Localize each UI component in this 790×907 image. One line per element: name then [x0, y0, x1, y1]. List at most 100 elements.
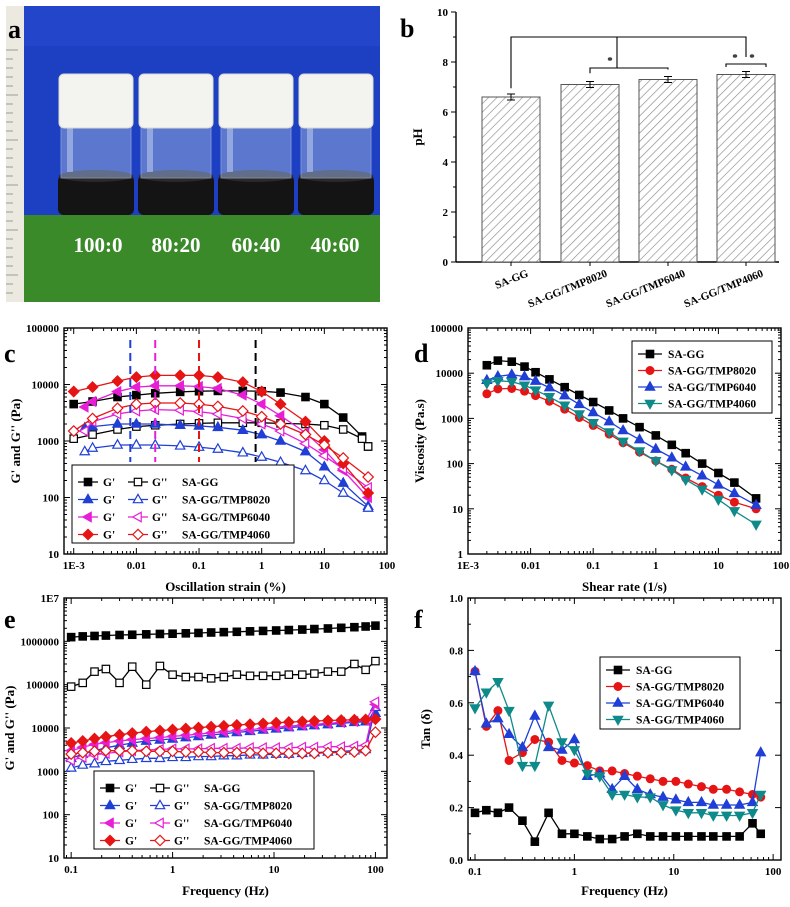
c-series-7-point — [67, 425, 80, 438]
c-series-2-point — [174, 418, 186, 430]
c-series-0-point — [69, 399, 79, 409]
c-series-2-point — [130, 417, 143, 428]
e-series-7-point — [153, 745, 166, 758]
x-tick-label: 100 — [765, 866, 782, 878]
e-series-3-point — [126, 752, 138, 764]
vial-cap — [58, 175, 134, 215]
series — [66, 656, 380, 691]
legend-marker — [103, 834, 117, 847]
legend-name: SA-GG/TMP8020 — [182, 495, 270, 507]
legend-marker — [81, 511, 92, 523]
e-series-1-point — [232, 670, 242, 679]
f-series-1-point — [632, 771, 642, 781]
f-series-0-point — [557, 829, 567, 839]
f-series-0-point — [493, 808, 503, 818]
x-tick-label: 1 — [572, 866, 578, 878]
y-tick-label: 100 — [43, 810, 60, 822]
d-series-0-point — [635, 422, 644, 432]
c-series-3-point — [174, 439, 186, 450]
d-series-3-point — [666, 466, 678, 477]
f-series-1-point — [645, 774, 655, 784]
e-series-0-point — [66, 632, 76, 642]
x-tick-label: 10 — [319, 560, 331, 572]
legend-g2: G'' — [152, 477, 167, 489]
e-series-0-point — [310, 624, 319, 634]
f-series-3-point — [594, 772, 606, 783]
d-series-3-point — [633, 447, 646, 458]
f-series-2-point — [631, 782, 644, 794]
f-series-3-point — [581, 769, 594, 780]
y-tick-label: 10000 — [32, 723, 60, 735]
legend-marker — [81, 528, 95, 541]
e-series-0-point — [284, 625, 294, 635]
e-series-0-point — [181, 629, 191, 638]
e-series-0-point — [245, 627, 255, 636]
f-series-1-point — [504, 755, 514, 765]
c-series-4-point — [129, 381, 141, 393]
x-axis-title: Oscillation strain (%) — [165, 579, 286, 594]
e-series-0-point — [219, 627, 229, 637]
legend-g2: G'' — [152, 495, 167, 507]
f-series-0-point — [748, 819, 757, 828]
e-series-1-point — [219, 672, 229, 682]
c-series-7-point — [236, 404, 249, 418]
c-series-1-point — [357, 434, 367, 443]
vial-cap — [298, 175, 374, 215]
d-series-3-point — [603, 428, 615, 439]
y-tick-label: 10 — [48, 549, 60, 561]
f-series-1-point — [722, 784, 732, 794]
c-series-4-point — [255, 398, 266, 410]
c-series-0-point — [338, 413, 348, 422]
e-series-0-point — [141, 630, 151, 639]
vial-glare — [67, 86, 73, 172]
d-series-2-point — [650, 442, 662, 453]
d-series-2-point — [518, 370, 531, 381]
c-series-7-point — [211, 400, 224, 413]
e-series-7-point — [296, 747, 309, 760]
c-series-6-point — [67, 385, 80, 398]
panel-label-e: e — [4, 605, 16, 634]
x-tick-label: 10 — [668, 866, 680, 878]
e-series-7-point — [359, 744, 372, 757]
f-series-0-point — [645, 832, 655, 841]
f-series-2-point — [480, 717, 493, 728]
y-tick-label: 100 — [43, 493, 60, 505]
e-series-0-point — [361, 622, 370, 631]
f-series-1-point — [696, 782, 706, 792]
chart-d-viscosity: 1E-3 0.01 0.1 1 10 100 1 10 100 1000 10000 100000 Sh… — [412, 323, 790, 594]
e-series-3-point — [65, 761, 77, 772]
vial-glare — [227, 86, 233, 172]
legend: SA-GG SA-GG/TMP8020 SA-GG/TMP6040 SA-GG/TMP… — [599, 656, 741, 730]
e-series-7-point — [76, 746, 89, 759]
e-series-1-point — [155, 661, 165, 671]
legend-name: SA-GG/TMP6040 — [204, 818, 292, 830]
f-series-0-point — [570, 829, 579, 839]
d-series-3-point — [573, 410, 586, 421]
f-series-1-point — [658, 776, 668, 786]
bracket-small — [589, 67, 669, 74]
x-tick-label: 10 — [713, 560, 725, 572]
f-series-3-point — [657, 801, 669, 812]
e-series-0-point — [115, 630, 124, 640]
d-series-0-point — [667, 440, 677, 450]
legend-name: SA-GG/TMP8020 — [636, 682, 724, 694]
c-series-4-point — [274, 410, 285, 422]
e-series-7-point — [257, 747, 270, 760]
e-series-3-point — [88, 757, 101, 768]
d-series-2-point — [558, 389, 571, 400]
e-series-1-point — [284, 670, 294, 679]
x-category-label: SA-GG — [493, 267, 530, 291]
e-series-0-point — [297, 625, 307, 634]
series — [67, 396, 375, 484]
legend-box — [93, 770, 315, 850]
legend-name: SA-GG/TMP6040 — [636, 698, 724, 710]
y-tick-label: 1 — [458, 549, 464, 561]
x-tick-label: 1E-3 — [457, 560, 480, 572]
e-series-0-point — [194, 628, 203, 638]
f-series-2-point — [516, 740, 529, 752]
e-series-6-point — [76, 734, 89, 748]
c-series-7-point — [86, 412, 99, 425]
d-series-0-point — [588, 397, 598, 407]
legend-marker — [103, 817, 114, 829]
y-tick-label: 1E7 — [41, 593, 60, 605]
